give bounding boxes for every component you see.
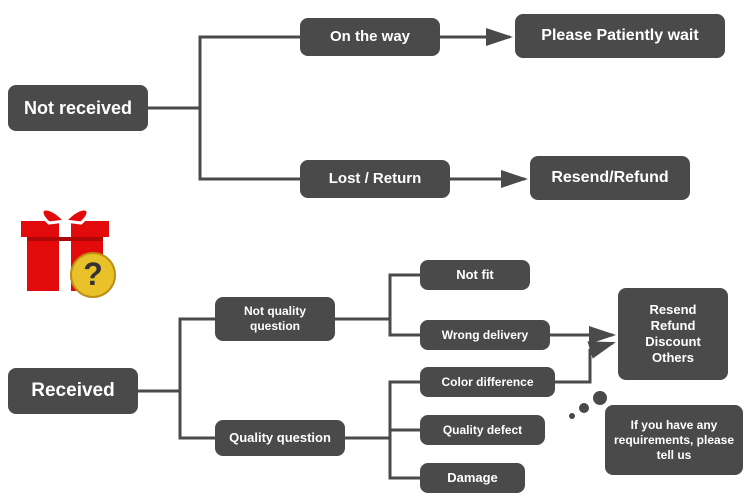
node-not-fit: Not fit bbox=[420, 260, 530, 290]
edge-12 bbox=[555, 343, 613, 382]
thought-dot-1 bbox=[579, 403, 589, 413]
node-wrong-delivery: Wrong delivery bbox=[420, 320, 550, 350]
edge-7 bbox=[335, 319, 420, 335]
node-quality-defect: Quality defect bbox=[420, 415, 545, 445]
thought-dot-2 bbox=[569, 413, 575, 419]
node-please-wait: Please Patiently wait bbox=[515, 14, 725, 58]
svg-text:?: ? bbox=[83, 256, 103, 292]
node-on-the-way: On the way bbox=[300, 18, 440, 56]
node-tell-us: If you have any requirements, please tel… bbox=[605, 405, 743, 475]
gift-question-icon: ? bbox=[15, 195, 125, 305]
edge-5 bbox=[138, 391, 215, 438]
node-quality-q: Quality question bbox=[215, 420, 345, 456]
edge-9 bbox=[345, 430, 420, 438]
edge-6 bbox=[335, 275, 420, 319]
edge-1 bbox=[148, 108, 300, 179]
node-damage: Damage bbox=[420, 463, 525, 493]
edge-8 bbox=[345, 382, 420, 438]
edge-0 bbox=[148, 37, 300, 108]
node-not-received: Not received bbox=[8, 85, 148, 131]
node-not-quality-q: Not quality question bbox=[215, 297, 335, 341]
edge-10 bbox=[345, 438, 420, 478]
node-resend-refund: Resend/Refund bbox=[530, 156, 690, 200]
node-outcomes: Resend Refund Discount Others bbox=[618, 288, 728, 380]
thought-dot-0 bbox=[593, 391, 607, 405]
edge-4 bbox=[138, 319, 215, 391]
node-received: Received bbox=[8, 368, 138, 414]
node-color-diff: Color difference bbox=[420, 367, 555, 397]
node-lost-return: Lost / Return bbox=[300, 160, 450, 198]
